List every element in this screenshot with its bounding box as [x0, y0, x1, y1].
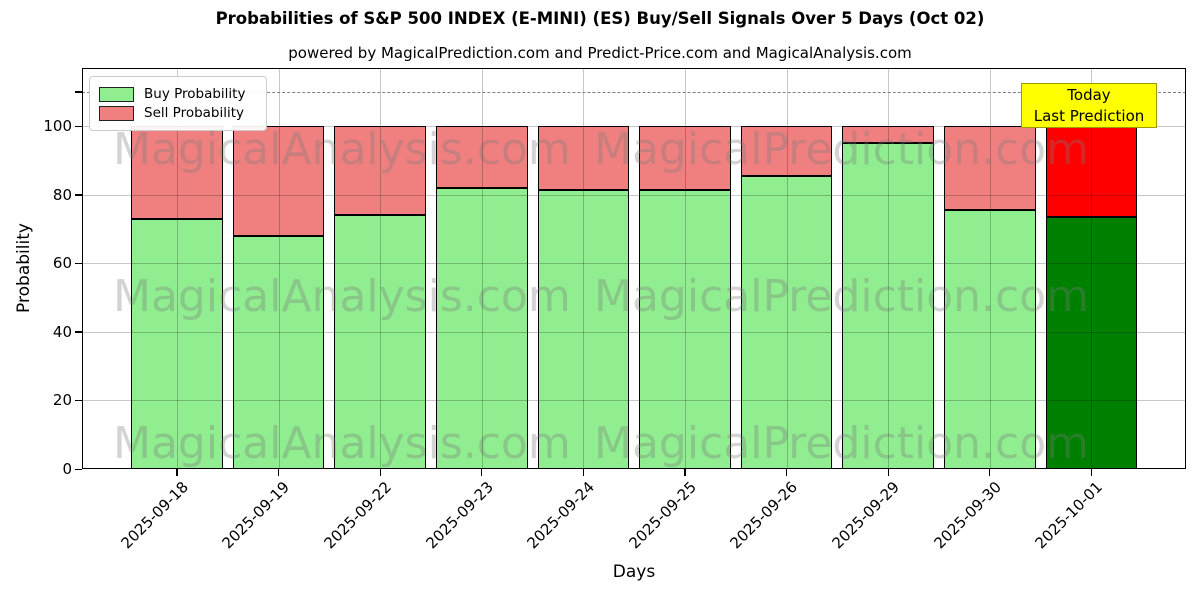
bar-segment-buy — [1045, 217, 1138, 469]
x-axis-tick — [277, 469, 280, 476]
y-axis-tick — [75, 468, 82, 470]
x-tick-label: 2025-09-22 — [320, 478, 395, 553]
x-tick-label: 2025-09-30 — [930, 478, 1005, 553]
bar-segment-buy — [944, 210, 1036, 469]
gridline-vertical — [685, 68, 686, 469]
bar-segment-sell — [334, 126, 426, 216]
watermark-text: MagicalAnalysis.com — [113, 418, 571, 469]
x-axis-tick — [481, 469, 483, 476]
bar-segment-sell — [436, 126, 528, 188]
chart-title: Probabilities of S&P 500 INDEX (E-MINI) … — [215, 9, 985, 28]
gridline-horizontal — [82, 331, 1186, 333]
gridline-horizontal — [82, 194, 1186, 196]
gridline-vertical — [278, 68, 280, 469]
y-axis-tick — [75, 125, 82, 128]
gridline-horizontal — [82, 400, 1186, 402]
bar-segment-buy — [232, 235, 325, 469]
gridline-vertical — [177, 68, 178, 469]
x-tick-label: 2025-09-19 — [218, 478, 294, 553]
gridline-vertical — [888, 68, 890, 469]
y-axis-tick — [75, 262, 82, 265]
plot-area: MagicalAnalysis.com MagicalPrediction.co… — [82, 68, 1186, 469]
y-tick-label: 0 — [62, 460, 72, 478]
gridline-vertical — [583, 68, 585, 469]
x-axis-tick — [887, 469, 889, 476]
watermark-text: MagicalPrediction.com — [594, 271, 1089, 322]
watermark-text: MagicalPrediction.com — [594, 124, 1089, 175]
x-axis-tick — [684, 469, 686, 476]
x-tick-label: 2025-09-26 — [726, 478, 802, 553]
y-tick-label: 60 — [52, 254, 72, 273]
y-tick-label: 80 — [52, 185, 72, 204]
bar-segment-buy — [842, 143, 934, 469]
legend-item-sell: Sell Probability — [99, 105, 257, 121]
threshold-dashed-line — [82, 91, 1186, 93]
bar-segment-sell — [639, 126, 731, 190]
x-axis-tick — [379, 469, 381, 476]
y-axis-tick — [75, 331, 82, 333]
today-annotation-line2: Last Prediction — [1033, 107, 1145, 125]
today-annotation: Today Last Prediction — [1021, 83, 1157, 128]
bar-segment-buy — [436, 187, 528, 469]
bar-segment-sell — [537, 126, 630, 190]
legend-label-buy: Buy Probability — [144, 86, 246, 102]
bar-segment-sell — [1045, 126, 1138, 218]
bar-segment-buy — [334, 215, 426, 469]
bar-segment-sell — [740, 126, 833, 176]
gridline-horizontal — [82, 263, 1186, 265]
bar-segment-buy — [537, 189, 630, 469]
gridline-vertical — [1091, 68, 1093, 469]
x-axis-tick — [785, 469, 788, 476]
x-tick-label: 2025-09-24 — [523, 478, 599, 553]
watermark-text: MagicalPrediction.com — [594, 418, 1089, 469]
grid-layer — [82, 68, 1186, 469]
bar-segment-buy — [740, 175, 833, 469]
watermark-text: MagicalAnalysis.com — [113, 271, 571, 322]
watermark-text: MagicalAnalysis.com — [113, 124, 571, 175]
x-axis-tick — [989, 469, 991, 476]
today-annotation-line1: Today — [1067, 86, 1111, 104]
y-tick-label: 100 — [43, 117, 72, 136]
gridline-vertical — [989, 68, 991, 469]
x-axis-tick — [582, 469, 585, 476]
legend-item-buy: Buy Probability — [99, 86, 257, 102]
x-tick-label: 2025-10-01 — [1031, 478, 1107, 553]
x-axis-tick — [1090, 469, 1093, 476]
legend: Buy Probability Sell Probability — [89, 76, 267, 131]
bar-segment-sell — [944, 126, 1036, 211]
gridline-vertical — [380, 68, 382, 469]
y-tick-label: 20 — [52, 391, 72, 410]
buy-swatch — [99, 86, 134, 102]
legend-label-sell: Sell Probability — [144, 105, 245, 121]
y-axis-tick — [75, 91, 82, 93]
y-axis-tick — [75, 194, 82, 196]
x-tick-label: 2025-09-18 — [117, 478, 192, 553]
x-axis-label: Days — [612, 562, 656, 582]
x-tick-label: 2025-09-29 — [828, 478, 903, 553]
bar-segment-sell — [232, 126, 325, 236]
gridline-vertical — [786, 68, 788, 469]
bars-layer — [82, 68, 1186, 469]
bar-segment-sell — [131, 126, 223, 219]
y-axis-tick — [75, 399, 82, 402]
x-tick-label: 2025-09-23 — [422, 478, 497, 553]
bar-segment-buy — [639, 189, 731, 469]
sell-swatch — [99, 105, 134, 121]
gridline-vertical — [481, 68, 483, 469]
x-axis-tick — [176, 469, 178, 476]
x-tick-label: 2025-09-25 — [625, 478, 700, 553]
gridline-horizontal — [82, 126, 1186, 128]
chart-subtitle: powered by MagicalPrediction.com and Pre… — [288, 44, 912, 62]
y-tick-label: 40 — [52, 322, 72, 341]
bar-segment-sell — [842, 126, 934, 144]
